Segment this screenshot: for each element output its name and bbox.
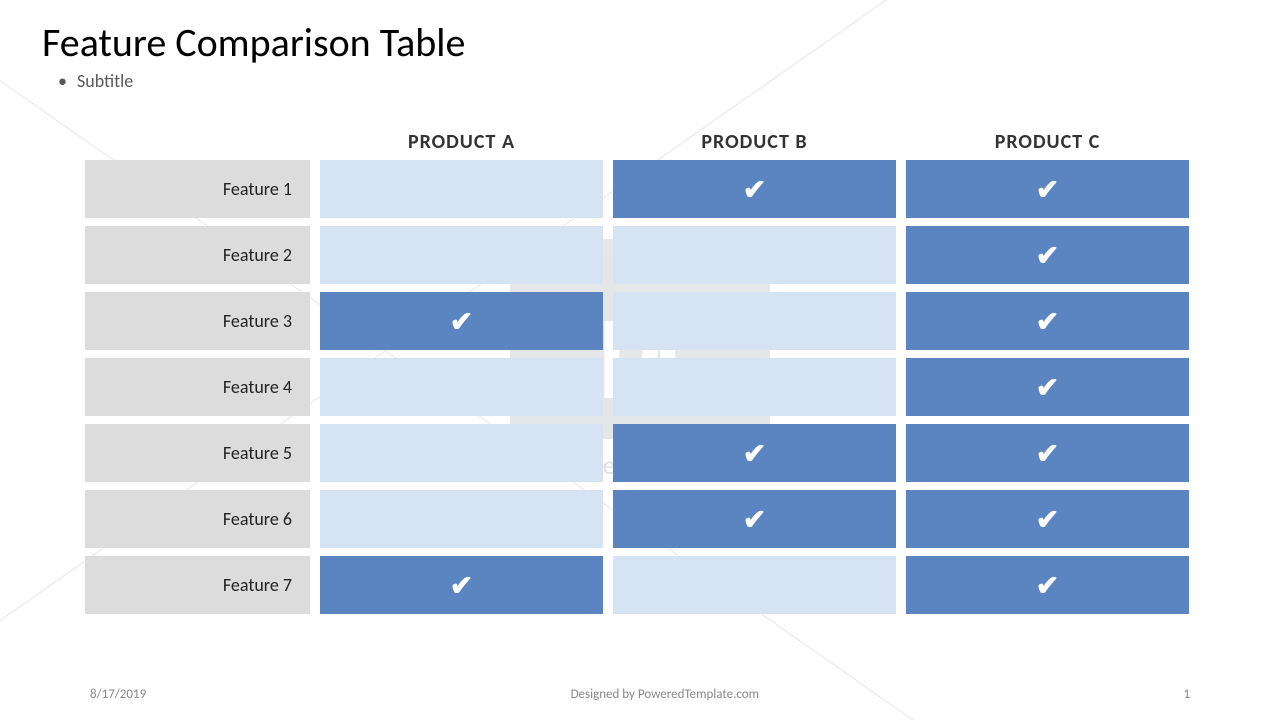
check-icon: ✔ (1036, 238, 1059, 273)
table-cell: ✔ (906, 160, 1189, 218)
table-cell: ✔ (906, 358, 1189, 416)
footer-page: 1 (1183, 687, 1190, 702)
page-title: Feature Comparison Table (42, 18, 465, 67)
check-icon: ✔ (1036, 370, 1059, 405)
table-col-header: PRODUCT C (906, 130, 1189, 154)
table-cell (320, 226, 603, 284)
table-row: Feature 6 ✔ ✔ (85, 490, 1200, 548)
subtitle-text: Subtitle (77, 70, 133, 92)
check-icon: ✔ (743, 172, 766, 207)
row-label: Feature 7 (85, 556, 310, 614)
row-label: Feature 6 (85, 490, 310, 548)
table-row: Feature 4 ✔ (85, 358, 1200, 416)
table-row: Feature 7 ✔ ✔ (85, 556, 1200, 614)
table-cell (320, 424, 603, 482)
table-cell (613, 292, 896, 350)
check-icon: ✔ (1036, 304, 1059, 339)
table-cell (320, 160, 603, 218)
table-cell: ✔ (320, 556, 603, 614)
table-cell: ✔ (613, 490, 896, 548)
slide: Feature Comparison Table Subtitle pt pow… (0, 0, 1280, 720)
table-col-header: PRODUCT B (613, 130, 896, 154)
row-label: Feature 1 (85, 160, 310, 218)
table-cell: ✔ (613, 424, 896, 482)
table-cell: ✔ (906, 424, 1189, 482)
footer-center: Designed by PoweredTemplate.com (571, 687, 759, 702)
check-icon: ✔ (743, 436, 766, 471)
comparison-table: PRODUCT APRODUCT BPRODUCT C Feature 1✔✔F… (85, 130, 1200, 622)
subtitle: Subtitle (58, 70, 133, 92)
table-col-header: PRODUCT A (320, 130, 603, 154)
table-row: Feature 3 ✔ ✔ (85, 292, 1200, 350)
check-icon: ✔ (1036, 172, 1059, 207)
table-row: Feature 2 ✔ (85, 226, 1200, 284)
table-cell: ✔ (906, 292, 1189, 350)
row-label: Feature 3 (85, 292, 310, 350)
table-cell: ✔ (906, 556, 1189, 614)
table-row: Feature 5 ✔ ✔ (85, 424, 1200, 482)
check-icon: ✔ (1036, 568, 1059, 603)
row-label: Feature 2 (85, 226, 310, 284)
row-label: Feature 5 (85, 424, 310, 482)
table-cell (613, 556, 896, 614)
table-cell (320, 490, 603, 548)
row-label: Feature 4 (85, 358, 310, 416)
check-icon: ✔ (450, 304, 473, 339)
table-cell: ✔ (906, 490, 1189, 548)
table-cell (613, 226, 896, 284)
table-row: Feature 1 ✔ ✔ (85, 160, 1200, 218)
table-cell (320, 358, 603, 416)
footer-date: 8/17/2019 (90, 687, 146, 702)
check-icon: ✔ (1036, 502, 1059, 537)
check-icon: ✔ (743, 502, 766, 537)
table-cell: ✔ (320, 292, 603, 350)
table-cell: ✔ (613, 160, 896, 218)
table-cell: ✔ (906, 226, 1189, 284)
slide-footer: 8/17/2019 Designed by PoweredTemplate.co… (0, 687, 1280, 702)
table-header-row: PRODUCT A PRODUCT B PRODUCT C (85, 130, 1200, 154)
check-icon: ✔ (450, 568, 473, 603)
table-cell (613, 358, 896, 416)
check-icon: ✔ (1036, 436, 1059, 471)
